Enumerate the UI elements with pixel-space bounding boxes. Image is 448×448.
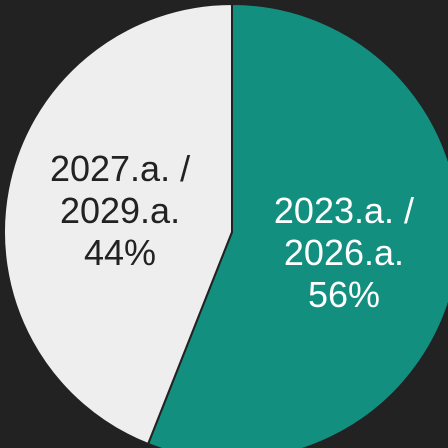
slice-label: 2027.a. / 2029.a. 44%: [35, 148, 205, 274]
pie-slice: [3, 2, 233, 446]
value-label: 44%: [83, 231, 157, 273]
value-label: 56%: [307, 274, 380, 316]
category-label: 2023.a. / 2026.a.: [273, 190, 415, 274]
pie-slice: [146, 2, 448, 448]
category-label: 2027.a. / 2029.a.: [49, 147, 191, 231]
slice-label: 2023.a. / 2026.a. 56%: [259, 190, 429, 316]
